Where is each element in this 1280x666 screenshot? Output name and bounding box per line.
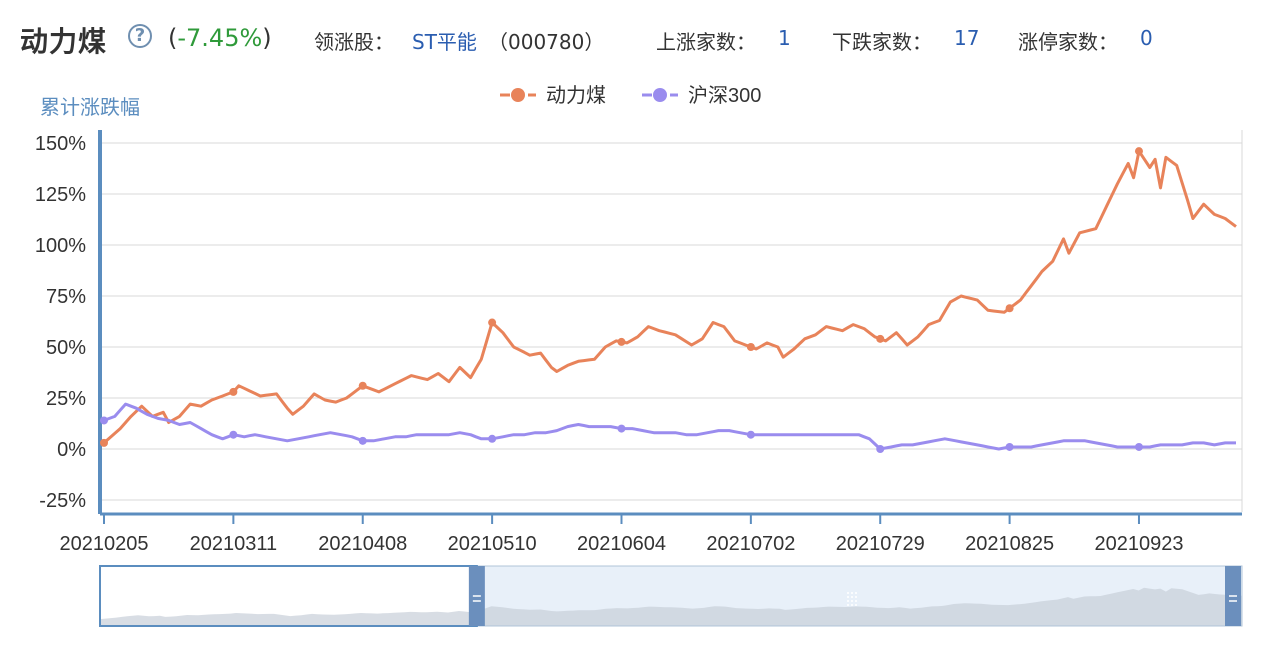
x-tick-label: 20210729 <box>836 533 925 555</box>
drag-grip-icon <box>847 600 849 602</box>
x-tick-label: 20210408 <box>318 533 407 555</box>
limit-up-label: 涨停家数： <box>1018 30 1118 54</box>
y-axis-title: 累计涨跌幅 <box>40 96 140 119</box>
drag-grip-icon <box>847 604 849 606</box>
x-tick-label: 20210702 <box>706 533 795 555</box>
drag-grip-icon <box>851 604 853 606</box>
series-point <box>617 337 626 346</box>
y-tick-label: 100% <box>35 235 86 257</box>
series-point <box>1005 442 1014 451</box>
range-navigator[interactable] <box>99 565 1243 627</box>
series-point <box>229 430 238 439</box>
series-point <box>876 445 885 453</box>
x-tick-label: 20210923 <box>1094 533 1183 555</box>
drag-grip-icon <box>847 596 849 598</box>
change-close-paren: ) <box>262 24 272 52</box>
y-tick-label: -25% <box>39 490 86 512</box>
legend-coal-label[interactable]: 动力煤 <box>546 84 606 107</box>
series-point <box>617 424 626 433</box>
change-open-paren: ( <box>168 24 178 52</box>
legend-coal-marker <box>511 88 525 102</box>
x-axis-ticks: 20210205 20210311 20210408 20210510 20210604… <box>60 514 1183 555</box>
drag-grip-icon <box>855 604 857 606</box>
series-lines <box>100 147 1237 453</box>
series-point <box>488 434 497 443</box>
grid-lines <box>102 130 1243 512</box>
y-tick-label: 125% <box>35 184 86 206</box>
leader-stock-link[interactable]: ST平能 <box>412 30 477 54</box>
series-point <box>229 387 238 396</box>
x-tick-label: 20210604 <box>577 533 666 555</box>
sector-name: 动力煤 <box>20 25 108 58</box>
series-line-coal <box>103 149 1237 445</box>
series-point <box>358 381 367 390</box>
series-point <box>746 343 755 351</box>
y-tick-label: 0% <box>57 439 86 461</box>
series-point <box>100 416 108 425</box>
series-point <box>1134 442 1143 451</box>
drag-grip-icon <box>855 592 857 594</box>
leader-label: 领涨股： <box>314 30 394 54</box>
up-count-label: 上涨家数： <box>656 30 756 54</box>
y-tick-label: 50% <box>46 337 86 359</box>
y-axis-ticks: 150% 125% 100% 75% 50% 25% 0% -25% <box>35 133 86 512</box>
x-tick-label: 20210510 <box>448 533 537 555</box>
series-point <box>100 438 108 447</box>
x-tick-label: 20210311 <box>190 533 278 555</box>
series-point <box>1134 147 1143 156</box>
change-value: -7.45% <box>177 24 263 52</box>
series-point <box>876 334 885 343</box>
limit-up-count: 0 <box>1140 26 1153 50</box>
series-point <box>1005 304 1014 313</box>
question-circle-icon[interactable]: ? <box>128 24 152 48</box>
chart-header: 动力煤 ? (-7.45%) 领涨股： ST平能 （000780） 上涨家数： … <box>20 16 1260 64</box>
legend-csi300-marker <box>653 88 667 102</box>
legend-csi300-label[interactable]: 沪深300 <box>688 84 761 107</box>
axes <box>98 130 1242 516</box>
down-count: 17 <box>954 26 980 50</box>
series-point <box>358 436 367 445</box>
leader-code: （000780） <box>488 30 605 54</box>
drag-grip-icon <box>851 596 853 598</box>
series-line-csi300 <box>103 402 1236 451</box>
sector-change: (-7.45%) <box>168 24 272 52</box>
drag-grip-icon <box>851 600 853 602</box>
y-tick-label: 150% <box>35 133 86 155</box>
y-tick-label: 25% <box>46 388 86 410</box>
up-count: 1 <box>778 26 791 50</box>
chart-legend[interactable]: 动力煤 沪深300 <box>500 84 761 107</box>
series-point <box>488 318 497 327</box>
drag-grip-icon <box>847 592 849 594</box>
y-tick-label: 75% <box>46 286 86 308</box>
down-count-label: 下跌家数： <box>832 30 932 54</box>
drag-grip-icon <box>855 596 857 598</box>
drag-grip-icon <box>851 592 853 594</box>
drag-grip-icon <box>855 600 857 602</box>
x-tick-label: 20210205 <box>60 533 149 555</box>
x-tick-label: 20210825 <box>965 533 1054 555</box>
navigator-area <box>100 587 1242 626</box>
series-point <box>746 430 755 439</box>
